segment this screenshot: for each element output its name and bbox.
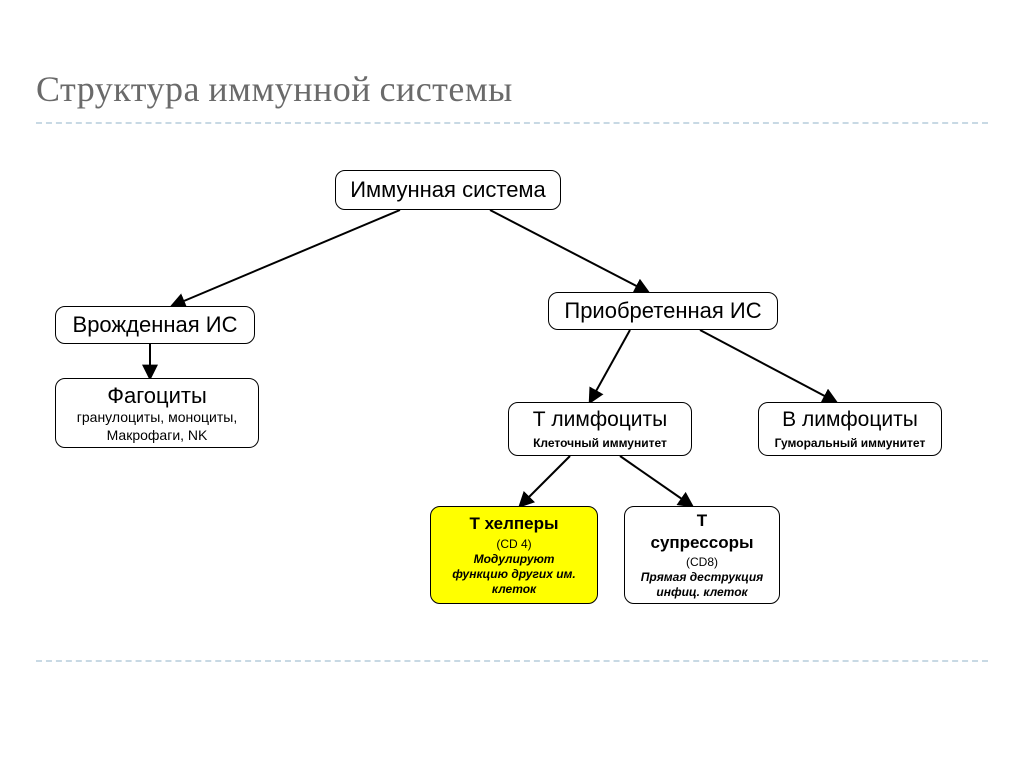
node-subline: гранулоциты, моноциты, xyxy=(77,409,237,427)
node-subline: (CD8) xyxy=(686,555,718,570)
node-label: Т xyxy=(697,510,707,531)
node-t-lymphocytes: Т лимфоциты Клеточный иммунитет xyxy=(508,402,692,456)
node-subline: Модулируют xyxy=(474,552,555,567)
node-label: Фагоциты xyxy=(107,382,207,410)
node-label: Т лимфоциты xyxy=(533,407,668,433)
edge-arrow xyxy=(590,330,630,402)
node-subline: (CD 4) xyxy=(496,537,531,552)
node-phagocytes: Фагоциты гранулоциты, моноциты, Макрофаг… xyxy=(55,378,259,448)
node-immune-system: Иммунная система xyxy=(335,170,561,210)
node-t-suppressors: Т супрессоры (CD8) Прямая деструкция инф… xyxy=(624,506,780,604)
node-label: Т хелперы xyxy=(469,513,558,534)
node-label: супрессоры xyxy=(651,532,754,553)
node-t-helpers: Т хелперы (CD 4) Модулируют функцию друг… xyxy=(430,506,598,604)
node-b-lymphocytes: В лимфоциты Гуморальный иммунитет xyxy=(758,402,942,456)
divider-top xyxy=(36,122,988,124)
node-subline: инфиц. клеток xyxy=(656,585,747,600)
divider-bottom xyxy=(36,660,988,662)
node-subline: клеток xyxy=(492,582,536,597)
slide-canvas: Структура иммунной системы Иммунная сист… xyxy=(0,0,1024,767)
edge-arrow xyxy=(520,456,570,506)
node-label: Иммунная система xyxy=(350,176,546,204)
node-sublabel: Клеточный иммунитет xyxy=(533,436,667,451)
node-label: В лимфоциты xyxy=(782,407,918,433)
node-label: Приобретенная ИС xyxy=(564,297,761,325)
node-sublabel: Гуморальный иммунитет xyxy=(775,436,926,451)
node-subline: Макрофаги, NK xyxy=(107,427,208,445)
node-acquired-is: Приобретенная ИС xyxy=(548,292,778,330)
edge-arrow xyxy=(700,330,836,402)
node-label: Врожденная ИС xyxy=(73,311,238,339)
slide-title: Структура иммунной системы xyxy=(36,68,513,110)
edge-arrow xyxy=(172,210,400,306)
edge-arrow xyxy=(490,210,648,292)
node-subline: Прямая деструкция xyxy=(641,570,763,585)
node-subline: функцию других им. xyxy=(452,567,576,582)
node-innate-is: Врожденная ИС xyxy=(55,306,255,344)
edge-arrow xyxy=(620,456,692,506)
